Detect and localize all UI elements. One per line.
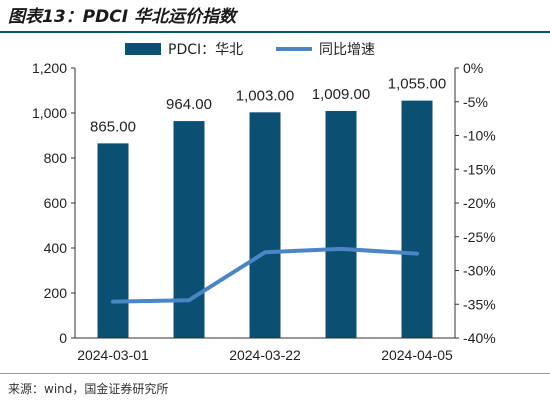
right-tick-label-4: -15% [463,161,496,177]
line-series-yoy-growth [111,246,419,304]
left-tick-label-6: 1,000 [32,105,67,121]
right-tick-label-2: -5% [463,94,488,110]
bar-2 [173,121,205,338]
right-tick-label-1: 0% [463,60,483,76]
data-label-2: 964.00 [166,96,212,113]
right-tick-label-3: -10% [463,128,496,144]
left-tick-label-2: 200 [44,285,68,301]
bar-1 [97,143,129,338]
right-tick-label-8: -35% [463,296,496,312]
legend-swatch-bar [125,43,161,55]
bar-3 [249,112,281,338]
legend-label-bar: PDCI：华北 [168,42,243,58]
x-tick-label-1: 2024-03-01 [77,347,149,363]
data-label-1: 865.00 [90,118,136,135]
x-tick-label-3: 2024-04-05 [381,347,453,363]
right-tick-label-6: -25% [463,229,496,245]
left-tick-label-3: 400 [44,240,68,256]
left-tick-label-7: 1,200 [32,60,67,76]
data-label-5: 1,055.00 [388,76,446,93]
data-label-3: 1,003.00 [236,87,294,104]
right-tick-label-9: -40% [463,330,496,346]
right-tick-label-5: -20% [463,195,496,211]
left-tick-label-5: 800 [44,150,68,166]
bar-4 [325,110,357,338]
legend-label-line: 同比增速 [319,42,375,58]
bar-5 [401,100,433,338]
chart-title: 图表13：PDCI 华北运价指数 [8,7,236,27]
left-tick-label-1: 0 [59,330,67,346]
data-label-4: 1,009.00 [312,86,370,103]
title-divider [0,31,550,33]
x-tick-label-2: 2024-03-22 [229,347,301,363]
left-tick-label-4: 600 [44,195,68,211]
source-divider [0,373,550,374]
right-tick-label-7: -30% [463,263,496,279]
source-note: 来源：wind，国金证券研究所 [8,382,169,396]
